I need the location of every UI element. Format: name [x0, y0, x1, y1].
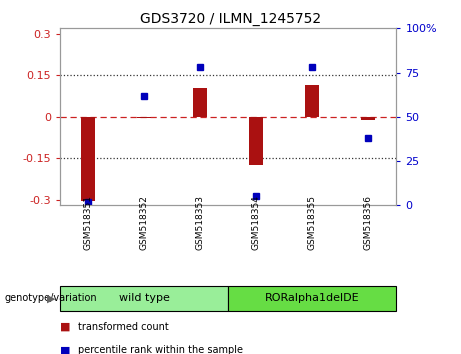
Text: RORalpha1delDE: RORalpha1delDE: [265, 293, 360, 303]
Text: ▶: ▶: [47, 293, 55, 303]
Bar: [193, 88, 207, 117]
Text: GDS3720 / ILMN_1245752: GDS3720 / ILMN_1245752: [140, 12, 321, 27]
Bar: [137, 117, 151, 118]
Text: GSM518353: GSM518353: [195, 195, 205, 250]
Text: GSM518351: GSM518351: [83, 195, 93, 250]
Bar: [249, 117, 263, 165]
Text: ■: ■: [60, 322, 71, 332]
Text: wild type: wild type: [118, 293, 170, 303]
Text: GSM518355: GSM518355: [308, 195, 317, 250]
Text: genotype/variation: genotype/variation: [5, 293, 97, 303]
Text: ■: ■: [60, 345, 71, 354]
Text: GSM518352: GSM518352: [140, 195, 148, 250]
Text: percentile rank within the sample: percentile rank within the sample: [78, 345, 243, 354]
FancyBboxPatch shape: [60, 285, 228, 311]
Text: GSM518356: GSM518356: [364, 195, 373, 250]
Bar: [361, 117, 375, 120]
Bar: [81, 117, 95, 201]
FancyBboxPatch shape: [228, 285, 396, 311]
Text: GSM518354: GSM518354: [252, 195, 261, 250]
Bar: [305, 85, 319, 117]
Text: transformed count: transformed count: [78, 322, 169, 332]
